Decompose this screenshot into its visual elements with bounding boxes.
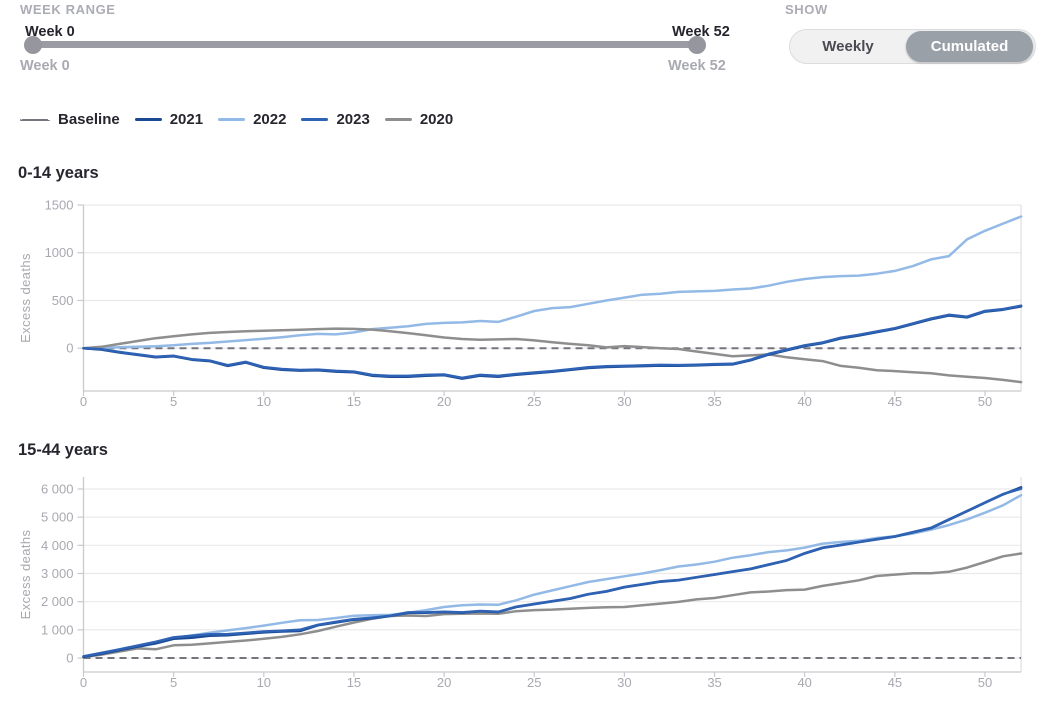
show-label: SHOW xyxy=(785,2,828,17)
legend-label: 2023 xyxy=(336,111,370,128)
legend-label: 2022 xyxy=(253,111,287,128)
series-2023 xyxy=(82,487,1023,658)
series-2023 xyxy=(82,304,1023,380)
svg-text:10: 10 xyxy=(257,394,271,409)
week-range-slider-handle-min[interactable] xyxy=(24,36,42,54)
week-range-label: WEEK RANGE xyxy=(20,2,116,17)
legend-item-2022[interactable]: 2022 xyxy=(218,111,286,128)
svg-text:10: 10 xyxy=(257,675,271,690)
legend-item-2020[interactable]: 2020 xyxy=(384,111,454,128)
legend-swatch-2022 xyxy=(218,118,246,121)
legend-swatch-2020 xyxy=(384,118,412,121)
svg-text:45: 45 xyxy=(888,675,902,690)
svg-text:40: 40 xyxy=(797,394,811,409)
svg-text:40: 40 xyxy=(797,675,811,690)
svg-text:6 000: 6 000 xyxy=(41,482,74,497)
svg-text:Excess deaths: Excess deaths xyxy=(18,253,33,343)
svg-text:20: 20 xyxy=(437,394,451,409)
svg-text:1 000: 1 000 xyxy=(41,622,74,637)
legend-item-2021[interactable]: 2021 xyxy=(134,111,204,128)
legend-label: 2021 xyxy=(169,111,204,128)
svg-text:2 000: 2 000 xyxy=(41,594,74,609)
show-toggle: Weekly Cumulated xyxy=(789,29,1036,64)
slider-min-bound: Week 0 xyxy=(20,58,70,74)
svg-text:45: 45 xyxy=(888,394,902,409)
svg-text:30: 30 xyxy=(617,675,631,690)
svg-text:5: 5 xyxy=(170,394,177,409)
svg-text:0: 0 xyxy=(80,394,87,409)
svg-text:0: 0 xyxy=(80,675,87,690)
chart-legend: Baseline 2021 2022 2023 2020 xyxy=(20,111,453,128)
legend-swatch-2023 xyxy=(301,118,329,121)
svg-text:1500: 1500 xyxy=(45,197,74,212)
svg-text:30: 30 xyxy=(617,394,631,409)
series-2022 xyxy=(82,215,1023,350)
series-2020 xyxy=(82,327,1023,384)
legend-item-baseline[interactable]: Baseline xyxy=(20,111,120,128)
series-2020 xyxy=(82,552,1023,659)
legend-item-2023[interactable]: 2023 xyxy=(301,111,370,128)
svg-text:15: 15 xyxy=(347,394,361,409)
chart-15-44-years: 0 1 000 2 000 3 000 4 000 5 000 6 000 0 5 10 15 20 2… xyxy=(18,477,1023,690)
legend-swatch-baseline xyxy=(20,118,50,121)
toggle-option-cumulated[interactable]: Cumulated xyxy=(906,31,1033,62)
chart-title-15-44: 15-44 years xyxy=(18,441,108,459)
svg-text:20: 20 xyxy=(437,675,451,690)
svg-text:25: 25 xyxy=(527,675,541,690)
svg-text:50: 50 xyxy=(978,675,992,690)
week-range-slider-handle-max[interactable] xyxy=(688,36,706,54)
legend-swatch-2021 xyxy=(134,118,162,121)
svg-text:25: 25 xyxy=(527,394,541,409)
svg-text:500: 500 xyxy=(52,293,74,308)
chart-title-0-14: 0-14 years xyxy=(18,164,99,182)
legend-label: Baseline xyxy=(58,111,120,128)
slider-max-bound: Week 52 xyxy=(668,58,726,74)
svg-text:0: 0 xyxy=(66,341,73,356)
svg-text:0: 0 xyxy=(66,651,73,666)
svg-text:35: 35 xyxy=(707,394,721,409)
svg-text:50: 50 xyxy=(978,394,992,409)
toggle-option-weekly[interactable]: Weekly xyxy=(822,38,874,55)
svg-text:4 000: 4 000 xyxy=(41,538,74,553)
slider-to-value: Week 52 xyxy=(672,24,730,40)
svg-text:35: 35 xyxy=(707,675,721,690)
svg-text:5 000: 5 000 xyxy=(41,510,74,525)
svg-text:5: 5 xyxy=(170,675,177,690)
svg-text:Excess deaths: Excess deaths xyxy=(18,530,33,620)
svg-text:15: 15 xyxy=(347,675,361,690)
chart-0-14-years: 0 500 1000 1500 0 5 10 15 20 25 30 35 40 45 50 Excess d… xyxy=(18,197,1023,409)
svg-text:1000: 1000 xyxy=(45,245,74,260)
week-range-slider-track[interactable] xyxy=(33,41,697,48)
slider-from-value: Week 0 xyxy=(25,24,75,40)
legend-label: 2020 xyxy=(419,111,454,128)
svg-text:3 000: 3 000 xyxy=(41,566,74,581)
